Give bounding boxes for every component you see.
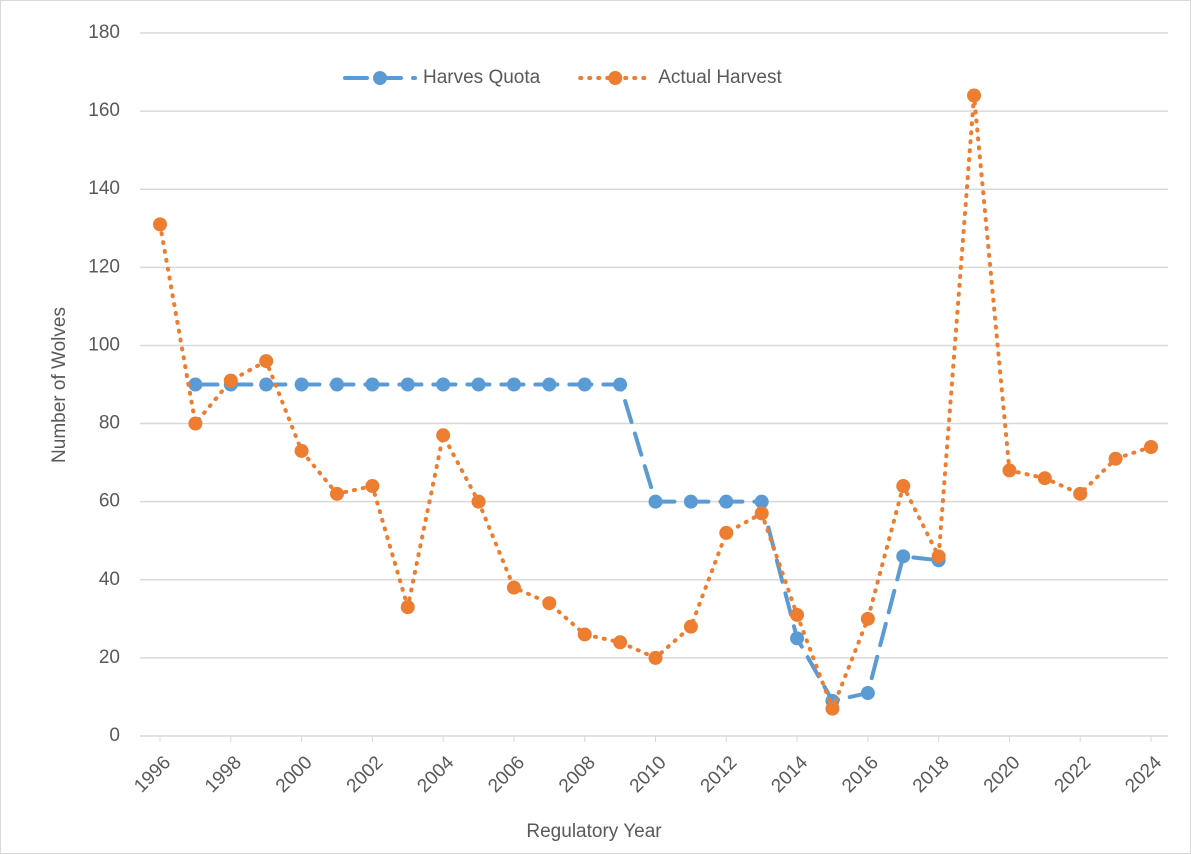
data-point <box>754 494 769 509</box>
data-point <box>365 377 380 392</box>
data-point <box>506 580 521 595</box>
data-point <box>648 494 663 509</box>
data-point <box>259 377 274 392</box>
y-axis-label: Number of Wolves <box>49 307 70 463</box>
y-tick-label: 100 <box>88 334 120 355</box>
data-point <box>931 549 946 564</box>
data-point <box>1108 451 1123 466</box>
y-tick-label: 160 <box>88 100 120 121</box>
data-point <box>471 377 486 392</box>
data-point <box>436 377 451 392</box>
y-tick-label: 20 <box>99 647 120 668</box>
data-point <box>790 607 805 622</box>
data-point <box>683 619 698 634</box>
data-point <box>577 627 592 642</box>
data-point <box>1002 463 1017 478</box>
y-tick-label: 140 <box>88 178 120 199</box>
data-point <box>223 373 238 388</box>
data-point <box>1037 471 1052 486</box>
data-point <box>967 88 982 103</box>
data-point <box>577 377 592 392</box>
data-point <box>329 377 344 392</box>
y-tick-label: 60 <box>99 491 120 512</box>
data-point <box>825 701 840 716</box>
data-point <box>719 494 734 509</box>
data-point <box>613 635 628 650</box>
data-point <box>188 377 203 392</box>
data-point <box>542 377 557 392</box>
data-point <box>683 494 698 509</box>
data-point <box>436 428 451 443</box>
data-point <box>153 217 167 232</box>
y-tick-label: 40 <box>99 569 120 590</box>
data-point <box>1073 486 1088 501</box>
data-point <box>506 377 521 392</box>
legend-marker <box>373 71 387 85</box>
y-tick-label: 0 <box>109 725 120 746</box>
x-axis-label: Regulatory Year <box>526 821 662 842</box>
data-point <box>400 600 415 615</box>
data-point <box>896 549 911 564</box>
data-point <box>1144 439 1158 454</box>
data-point <box>790 631 805 646</box>
data-point <box>471 494 486 509</box>
data-point <box>860 686 875 701</box>
data-point <box>400 377 415 392</box>
data-point <box>719 525 734 540</box>
data-point <box>329 486 344 501</box>
legend-marker <box>608 71 623 85</box>
data-point <box>648 650 663 665</box>
data-point <box>860 611 875 626</box>
data-point <box>294 443 309 458</box>
data-point <box>294 377 309 392</box>
series-line <box>193 382 941 704</box>
legend-label: Actual Harvest <box>658 67 782 88</box>
legend-label: Harves Quota <box>423 67 541 88</box>
data-point <box>188 416 203 431</box>
y-tick-label: 120 <box>88 256 120 277</box>
data-point <box>365 479 380 494</box>
data-point <box>613 377 628 392</box>
y-tick-label: 80 <box>99 413 120 434</box>
y-tick-label: 180 <box>88 22 120 43</box>
data-point <box>259 354 274 369</box>
data-point <box>896 479 911 494</box>
data-point <box>754 506 769 521</box>
data-point <box>542 596 557 611</box>
